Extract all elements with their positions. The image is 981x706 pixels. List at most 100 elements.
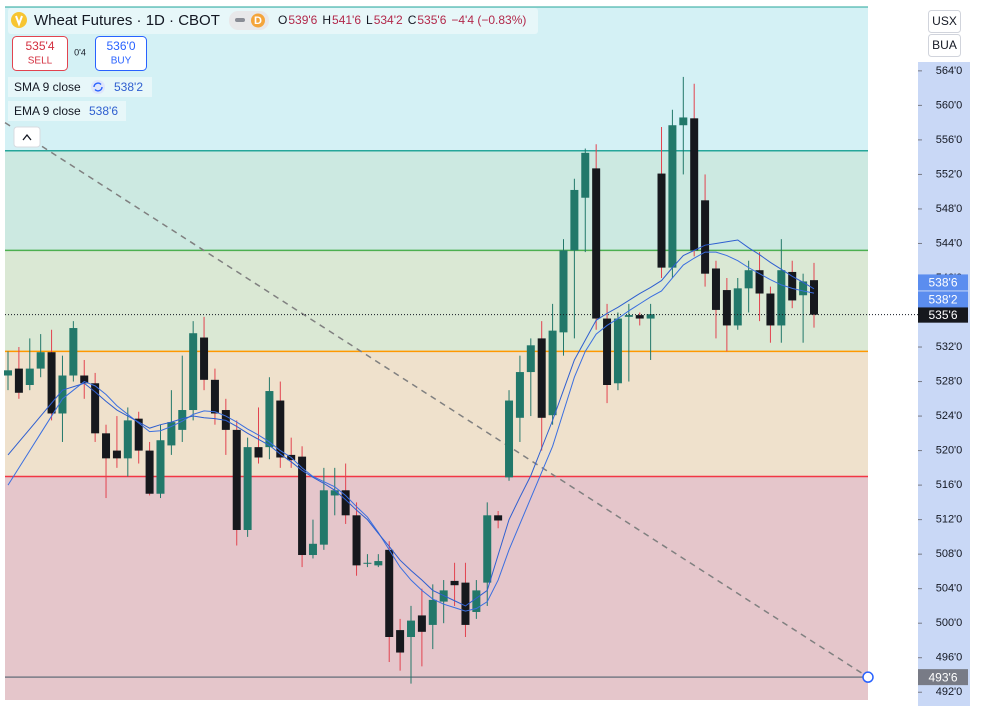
candle-body [494, 515, 503, 521]
candle-body [167, 422, 176, 446]
y-tick-label: 564'0 [936, 65, 963, 77]
buy-price: 536'0 [107, 39, 136, 53]
buy-button[interactable] [95, 36, 147, 71]
y-tick-label: 516'0 [936, 479, 963, 491]
indicator-name: EMA 9 close [14, 104, 81, 118]
symbol-glyph [15, 15, 23, 27]
sell-price: 535'4 [26, 39, 55, 53]
refresh-glyph [93, 82, 103, 92]
candle-body [330, 490, 339, 496]
indicator-value: 538'2 [114, 80, 143, 94]
candle-body [123, 420, 132, 459]
indicator-label: 538'6 [929, 276, 958, 290]
candle-body [505, 400, 514, 478]
candle-body [308, 543, 317, 556]
candle-body [581, 152, 590, 198]
currency: USX [932, 14, 957, 28]
ohlc-key: C [408, 13, 417, 27]
indicator-refresh[interactable] [91, 80, 105, 94]
candle-body [450, 580, 459, 586]
candle-body [690, 118, 699, 251]
collapse-button[interactable] [13, 126, 41, 148]
legend-header: Wheat Futures · 1D · CBOT D O 539'6 H 541'6… [8, 8, 961, 148]
ohlc-key: O [278, 13, 287, 27]
indicator-label-bg [918, 291, 968, 308]
indicator-backdrop [8, 101, 126, 121]
ohlc-key: H [322, 13, 331, 27]
candle-body [810, 280, 818, 315]
candle-body [646, 314, 655, 319]
chart-title: Wheat Futures · 1D · CBOT [34, 12, 220, 29]
buy-label: BUY [111, 56, 132, 67]
zone [5, 351, 868, 477]
last-price-bg [918, 306, 968, 323]
candle-body [766, 293, 775, 326]
indicator-label: 538'2 [929, 293, 958, 307]
candle-body [472, 590, 481, 612]
y-tick-label: 496'0 [936, 652, 963, 664]
header-backdrop [8, 8, 538, 34]
y-tick-label: 532'0 [936, 341, 963, 353]
candle-body [14, 368, 23, 393]
candle-body [592, 168, 601, 319]
sell-button[interactable] [12, 36, 68, 71]
interval-badge [251, 13, 265, 28]
candle-body [668, 125, 677, 268]
sell-label: SELL [28, 56, 53, 67]
candle-body [570, 189, 579, 251]
candle-body [624, 315, 633, 317]
candle-body [25, 368, 34, 385]
candle-body [428, 599, 437, 625]
candle-body [744, 270, 753, 289]
candle-body [461, 582, 470, 625]
ohlc-key: L [366, 13, 373, 27]
candle-body [91, 383, 100, 434]
y-tick-label: 548'0 [936, 203, 963, 215]
candle-body [799, 281, 808, 296]
candle-body [679, 117, 688, 126]
candle-body [80, 375, 89, 384]
y-tick-label: 528'0 [936, 375, 963, 387]
candle-body [319, 490, 328, 545]
candle-body [210, 379, 219, 414]
candle-body [396, 630, 405, 653]
axis-highlight [918, 62, 970, 706]
candle-body [613, 318, 622, 384]
indicator-line [7, 239, 815, 607]
y-tick-label: 508'0 [936, 548, 963, 560]
candle-body [200, 337, 209, 380]
candle-body [733, 288, 742, 326]
candle-body [265, 391, 274, 448]
ohlc-value: 535'6 [417, 13, 446, 27]
y-tick-label: 524'0 [936, 410, 963, 422]
trend-handle [862, 671, 874, 683]
candle-body [112, 450, 121, 459]
candle-body [341, 490, 350, 516]
indicator-value: 538'6 [89, 104, 118, 118]
candle-body [385, 549, 394, 637]
candle-body [254, 447, 263, 458]
candle-body [189, 333, 198, 411]
candle-body [701, 200, 710, 274]
candle-body [36, 352, 45, 369]
candle-body [537, 338, 546, 418]
candle-body [635, 315, 644, 319]
candle-body [788, 271, 797, 301]
y-tick-label: 560'0 [936, 99, 963, 111]
candle-body [515, 372, 524, 418]
interval-badge-text: D [254, 15, 262, 27]
candle-body [711, 268, 720, 310]
price-label: 493'6 [929, 670, 958, 684]
unit-button[interactable] [928, 34, 961, 57]
candle-body [374, 561, 383, 566]
candle-body [777, 270, 786, 326]
ohlc-value: 541'6 [332, 13, 361, 27]
candle-body [243, 447, 252, 530]
spread: 0'4 [74, 47, 86, 57]
y-tick-label: 500'0 [936, 617, 963, 629]
candle-body [69, 328, 78, 376]
collapse-glyph [22, 133, 32, 141]
price-label-bg [918, 669, 968, 686]
currency-button[interactable] [928, 10, 961, 33]
